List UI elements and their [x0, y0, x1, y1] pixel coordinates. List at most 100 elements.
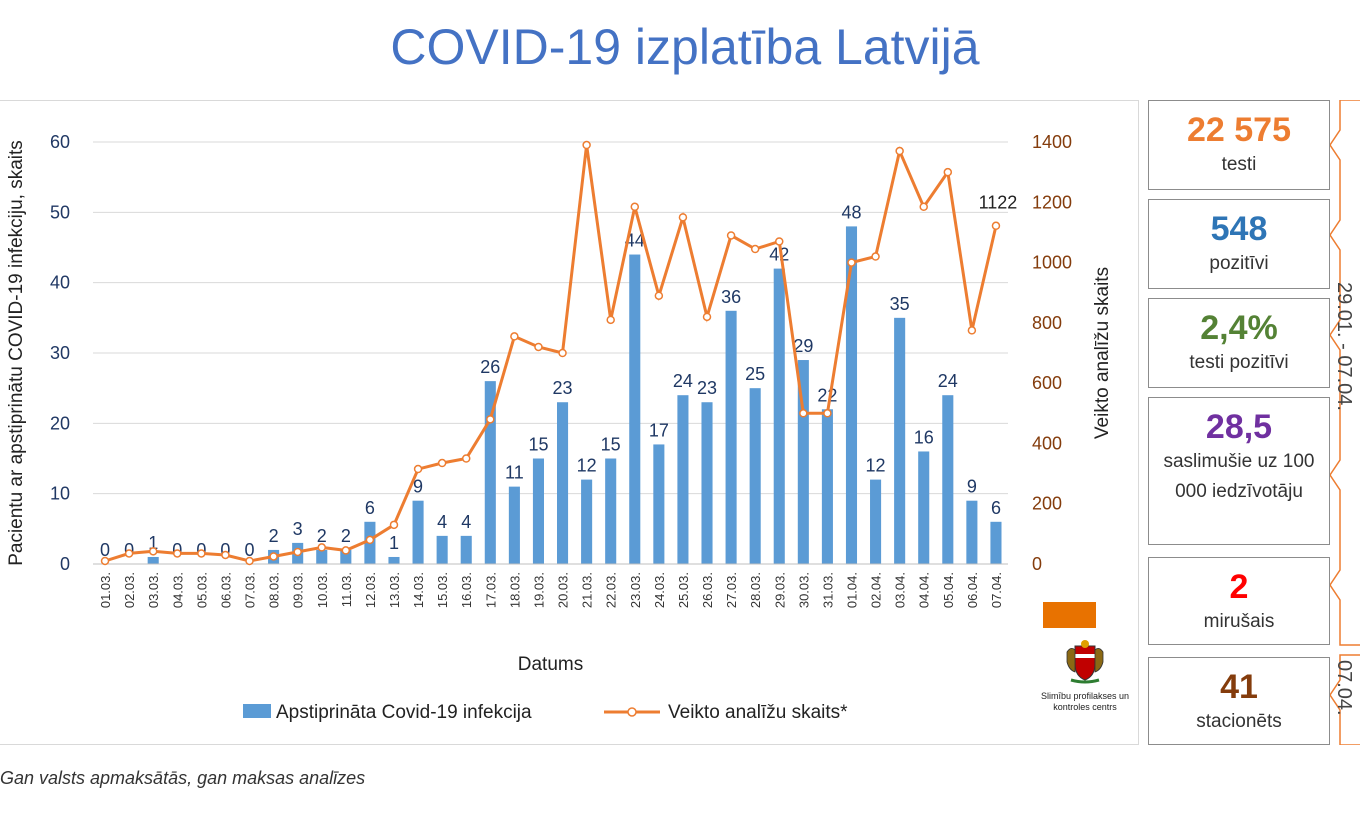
y2-axis-title: Veikto analīžu skaits: [1092, 267, 1113, 439]
bar: [990, 521, 1002, 564]
bar: [629, 254, 641, 565]
line-point: [245, 556, 254, 566]
bar-data-label: 2: [269, 526, 279, 546]
line-point: [173, 549, 182, 558]
bar-data-label: 6: [991, 498, 1001, 518]
bar-data-label: 24: [938, 371, 958, 391]
stat-card: 28,5 saslimušie uz 100 000 iedzīvotāju: [1148, 397, 1330, 545]
stat-value: 28,5: [1205, 408, 1273, 446]
y2-tick-label: 1000: [1032, 253, 1072, 273]
date-range-label: 29.01. - 07.04.: [1333, 282, 1355, 411]
stat-value: 2,4%: [1200, 309, 1278, 347]
logo-color-bar: [1043, 602, 1096, 628]
bar-data-label: 12: [866, 456, 886, 476]
line-point: [799, 409, 808, 418]
x-tick-label: 07.04.: [989, 572, 1004, 608]
x-tick-label: 04.03.: [170, 572, 185, 608]
x-tick-label: 14.03.: [411, 572, 426, 608]
x-tick-label: 06.04.: [965, 572, 980, 608]
line-point: [943, 167, 953, 177]
bar: [340, 549, 352, 564]
x-tick-label: 01.04.: [844, 572, 859, 608]
x-tick-label: 16.03.: [459, 572, 474, 608]
page-title: COVID-19 izplatība Latvijā: [390, 19, 980, 75]
line-point: [341, 546, 351, 555]
stat-card: 2,4% testi pozitīvi: [1148, 298, 1330, 388]
bar: [942, 395, 954, 564]
y-tick-label: 50: [50, 202, 70, 222]
bar-data-label: 1: [148, 533, 158, 553]
bar-data-label: 4: [437, 512, 447, 532]
stat-label: pozitīvi: [1209, 253, 1269, 274]
x-tick-label: 08.03.: [267, 572, 282, 608]
line-point: [919, 202, 928, 212]
legend-line-label: Veikto analīžu skaits*: [668, 702, 848, 723]
y2-tick-label: 200: [1032, 494, 1062, 514]
bar-data-label: 23: [697, 378, 717, 398]
x-tick-label: 18.03.: [507, 572, 522, 608]
x-tick-label: 20.03.: [556, 572, 571, 608]
report-date-label: 07.04.: [1333, 660, 1355, 716]
line-point: [389, 520, 399, 530]
line-point: [317, 543, 326, 552]
y2-tick-label: 600: [1032, 373, 1062, 393]
bar-data-label: 1: [389, 533, 399, 553]
bar: [605, 458, 617, 564]
stat-label: mirušais: [1203, 611, 1275, 632]
bar: [460, 535, 472, 564]
x-tick-label: 25.03.: [676, 572, 691, 608]
bar-data-label: 2: [317, 526, 327, 546]
stat-value: 2: [1229, 568, 1249, 606]
x-tick-label: 22.03.: [604, 572, 619, 608]
x-tick-label: 05.04.: [941, 572, 956, 608]
line-point: [413, 464, 423, 474]
line-point: [269, 552, 278, 561]
y-tick-label: 60: [50, 132, 70, 152]
bar-data-label: 11: [505, 463, 524, 483]
latvia-coat-of-arms-icon: [1066, 640, 1104, 684]
x-tick-label: 28.03.: [748, 572, 763, 608]
bar-data-label: 2: [341, 526, 351, 546]
x-tick-label: 26.03.: [700, 572, 715, 608]
x-tick-label: 04.04.: [917, 572, 932, 608]
bar-data-label: 17: [649, 420, 669, 440]
x-tick-label: 02.04.: [869, 572, 884, 608]
y2-tick-label: 800: [1032, 313, 1062, 333]
x-tick-label: 30.03.: [796, 572, 811, 608]
x-tick-label: 15.03.: [435, 572, 450, 608]
bar: [749, 388, 761, 564]
x-tick-label: 01.03.: [98, 572, 113, 608]
stat-card: 41 stacionēts: [1148, 657, 1330, 745]
bar: [725, 310, 737, 564]
bar: [436, 535, 448, 564]
bar: [557, 402, 569, 564]
bracket-connector: [1330, 100, 1360, 745]
y-tick-label: 40: [50, 273, 70, 293]
bar-data-label: 0: [220, 540, 230, 560]
x-tick-label: 23.03.: [628, 572, 643, 608]
y2-tick-label: 0: [1032, 554, 1042, 574]
line-point: [991, 221, 1001, 231]
line-point: [823, 409, 832, 418]
line-point: [124, 549, 134, 558]
bar: [581, 479, 593, 564]
x-tick-label: 07.03.: [243, 572, 258, 608]
bar-data-label: 4: [461, 512, 471, 532]
bar-data-label: 9: [967, 477, 977, 497]
x-tick-label: 17.03.: [483, 572, 498, 608]
bar: [484, 381, 496, 564]
x-tick-label: 10.03.: [315, 572, 330, 608]
line-point: [654, 291, 664, 300]
footnote: Gan valsts apmaksātās, gan maksas analīz…: [0, 768, 366, 788]
y-axis-title: Pacientu ar apstiprinātu COVID-19 infekc…: [6, 140, 27, 566]
line-point: [775, 237, 784, 246]
x-tick-label: 11.03.: [339, 572, 354, 607]
bar-data-label: 16: [914, 427, 934, 447]
bar-data-label: 26: [480, 357, 500, 377]
x-tick-label: 13.03.: [387, 572, 402, 608]
bar: [316, 549, 328, 564]
line-point: [510, 332, 519, 341]
stat-label: saslimušie uz 100 000 iedzīvotāju: [1163, 451, 1315, 502]
bar-data-label: 24: [673, 371, 693, 391]
y2-tick-label: 400: [1032, 433, 1062, 453]
